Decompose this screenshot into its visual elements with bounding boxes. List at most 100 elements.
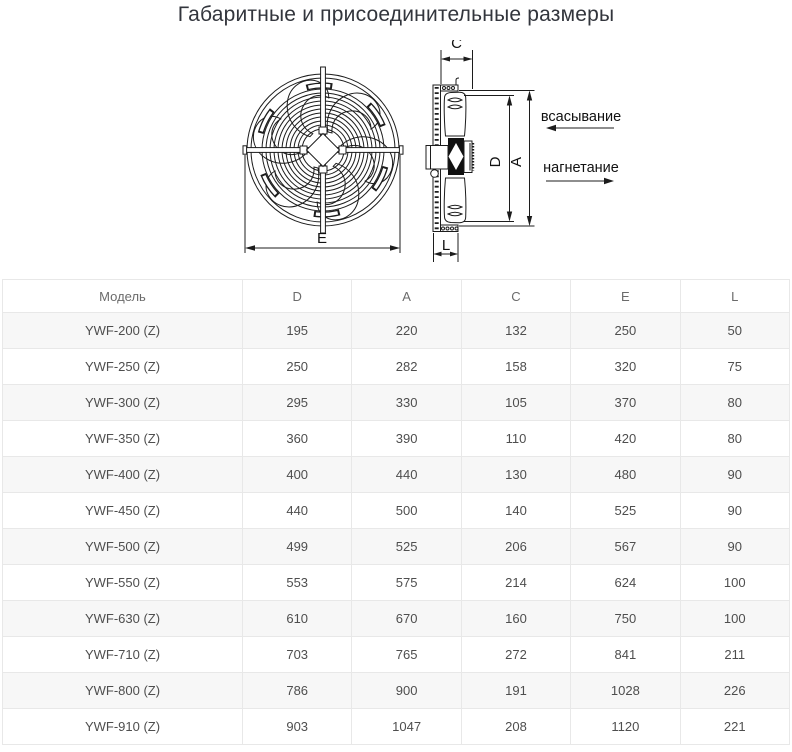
value-cell: 1028: [570, 672, 681, 709]
suction-annotation: всасывание: [541, 109, 621, 132]
value-cell: 221: [679, 708, 791, 745]
table-body: YWF-200 (Z) 195 220 132 250 50 YWF-250 (Z) 250 2…: [2, 312, 791, 745]
value-cell: 499: [241, 528, 353, 565]
suction-label: всасывание: [541, 109, 621, 125]
value-cell: 1120: [570, 708, 681, 745]
value-cell: 90: [679, 456, 791, 493]
value-cell: 140: [460, 492, 572, 529]
table-row: YWF-350 (Z) 360 390 110 420 80: [2, 420, 791, 457]
column-header: L: [679, 279, 791, 313]
column-header: D: [241, 279, 353, 313]
page-title: Габаритные и присоединительные размеры: [177, 3, 615, 26]
value-cell: 703: [241, 636, 353, 673]
model-cell: YWF-300 (Z): [2, 384, 243, 421]
table-row: YWF-500 (Z) 499 525 206 567 90: [2, 528, 791, 565]
dimension-a: A: [459, 90, 535, 227]
column-header: A: [351, 279, 462, 313]
table-row: YWF-200 (Z) 195 220 132 250 50: [2, 312, 791, 349]
value-cell: 250: [570, 312, 681, 349]
table-row: YWF-800 (Z) 786 900 191 1028 226: [2, 672, 791, 709]
model-cell: YWF-450 (Z): [2, 492, 243, 529]
fan-dimension-diagram: E: [242, 40, 621, 262]
model-cell: YWF-400 (Z): [2, 456, 243, 493]
value-cell: 100: [679, 600, 791, 637]
value-cell: 320: [570, 348, 681, 385]
model-cell: YWF-910 (Z): [2, 708, 243, 745]
value-cell: 786: [241, 672, 353, 709]
value-cell: 440: [241, 492, 353, 529]
discharge-annotation: нагнетание: [543, 160, 619, 185]
value-cell: 214: [460, 564, 572, 601]
value-cell: 132: [460, 312, 572, 349]
dimension-l: L: [433, 233, 459, 262]
value-cell: 110: [460, 420, 572, 457]
value-cell: 553: [241, 564, 353, 601]
value-cell: 670: [351, 600, 462, 637]
hub-diamond: [305, 132, 341, 168]
model-cell: YWF-350 (Z): [2, 420, 243, 457]
dimension-e: E: [244, 155, 401, 253]
value-cell: 130: [460, 456, 572, 493]
value-cell: 50: [679, 312, 791, 349]
table-row: YWF-550 (Z) 553 575 214 624 100: [2, 564, 791, 601]
table-row: YWF-250 (Z) 250 282 158 320 75: [2, 348, 791, 385]
value-cell: 750: [570, 600, 681, 637]
dim-label-a: A: [508, 157, 525, 167]
motor-bolt: [430, 169, 439, 178]
model-cell: YWF-710 (Z): [2, 636, 243, 673]
value-cell: 330: [351, 384, 462, 421]
model-cell: YWF-800 (Z): [2, 672, 243, 709]
model-cell: YWF-630 (Z): [2, 600, 243, 637]
model-cell: YWF-250 (Z): [2, 348, 243, 385]
value-cell: 624: [570, 564, 681, 601]
value-cell: 250: [241, 348, 353, 385]
value-cell: 610: [241, 600, 353, 637]
value-cell: 272: [460, 636, 572, 673]
value-cell: 765: [351, 636, 462, 673]
value-cell: 900: [351, 672, 462, 709]
column-header: Модель: [2, 279, 243, 313]
dimension-d: D: [464, 95, 514, 222]
model-cell: YWF-500 (Z): [2, 528, 243, 565]
column-header: C: [460, 279, 572, 313]
value-cell: 226: [679, 672, 791, 709]
dimension-c: C: [440, 40, 473, 89]
value-cell: 90: [679, 492, 791, 529]
table-row: YWF-450 (Z) 440 500 140 525 90: [2, 492, 791, 529]
value-cell: 105: [460, 384, 572, 421]
value-cell: 90: [679, 528, 791, 565]
dim-label-l: L: [442, 237, 450, 254]
value-cell: 211: [679, 636, 791, 673]
value-cell: 80: [679, 420, 791, 457]
value-cell: 567: [570, 528, 681, 565]
table-row: YWF-630 (Z) 610 670 160 750 100: [2, 600, 791, 637]
rim-slots: [255, 82, 391, 218]
table-row: YWF-400 (Z) 400 440 130 480 90: [2, 456, 791, 493]
fan-front-view: E: [242, 66, 404, 253]
value-cell: 480: [570, 456, 681, 493]
value-cell: 420: [570, 420, 681, 457]
model-cell: YWF-550 (Z): [2, 564, 243, 601]
value-cell: 100: [679, 564, 791, 601]
dimensions-table: Модель D A C E L YWF-200 (Z) 195 220 132 250 50 YWF…: [2, 279, 791, 745]
value-cell: 370: [570, 384, 681, 421]
value-cell: 282: [351, 348, 462, 385]
column-header: E: [570, 279, 681, 313]
discharge-label: нагнетание: [543, 160, 619, 176]
fan-side-view: C D A L всасывание: [425, 40, 621, 262]
value-cell: 295: [241, 384, 353, 421]
blade-profile-top: [443, 91, 467, 137]
table-row: YWF-710 (Z) 703 765 272 841 211: [2, 636, 791, 673]
table-row: YWF-910 (Z) 903 1047 208 1120 221: [2, 708, 791, 745]
value-cell: 75: [679, 348, 791, 385]
table-row: YWF-300 (Z) 295 330 105 370 80: [2, 384, 791, 421]
value-cell: 160: [460, 600, 572, 637]
value-cell: 525: [351, 528, 462, 565]
dim-label-e: E: [317, 230, 327, 247]
dim-label-d: D: [487, 156, 504, 167]
value-cell: 575: [351, 564, 462, 601]
model-cell: YWF-200 (Z): [2, 312, 243, 349]
motor: [425, 145, 449, 170]
value-cell: 1047: [351, 708, 462, 745]
value-cell: 903: [241, 708, 353, 745]
